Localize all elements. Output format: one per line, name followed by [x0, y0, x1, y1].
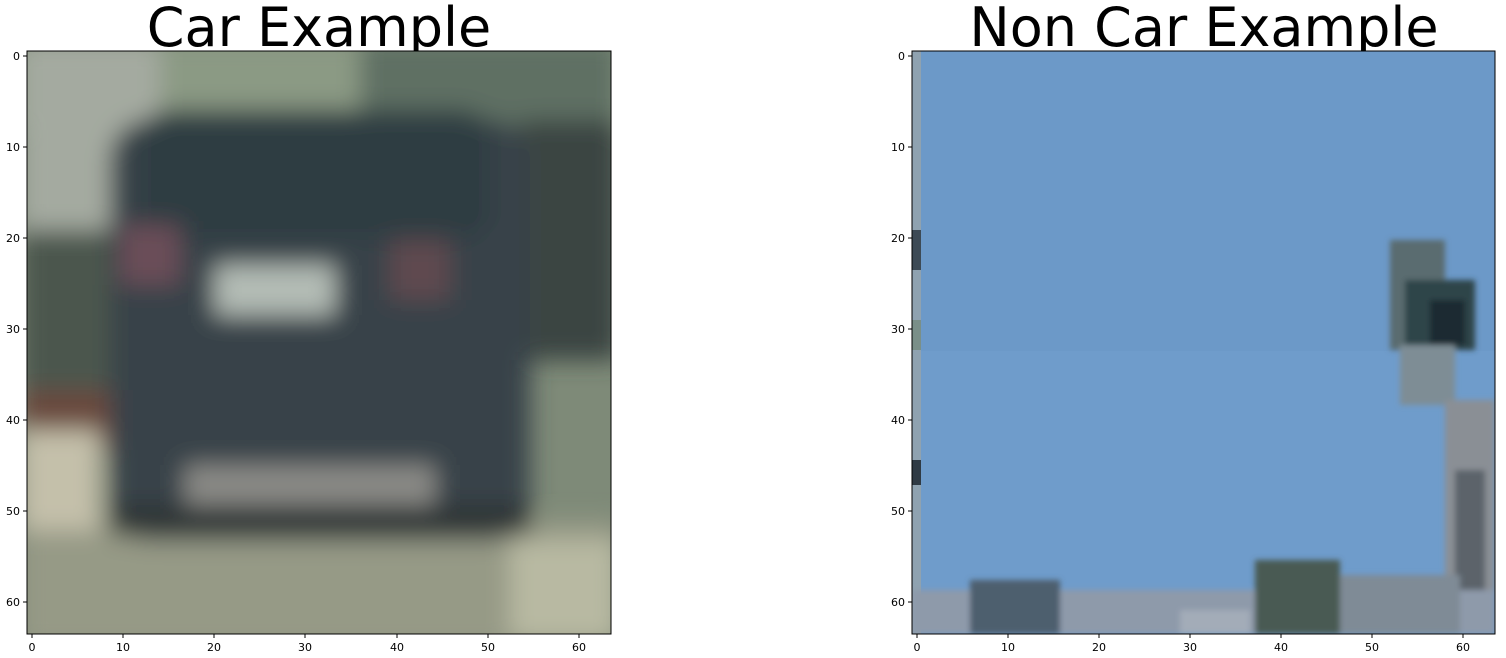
non-car-y-axis: 0 10 20 30 40 50 60	[891, 50, 912, 609]
car-y-axis: 0 10 20 30 40 50 60	[6, 50, 27, 609]
tick-label: 40	[891, 414, 905, 427]
tick-label: 60	[6, 596, 20, 609]
tick-label: 30	[891, 323, 905, 336]
tick-label: 20	[891, 232, 905, 245]
non-car-image	[912, 51, 1495, 634]
tick-label: 50	[481, 641, 495, 654]
non-car-image-frame	[911, 50, 1496, 635]
tick-label: 40	[390, 641, 404, 654]
tick-label: 60	[891, 596, 905, 609]
tick-label: 10	[6, 141, 20, 154]
tick-label: 0	[29, 641, 36, 654]
tick-label: 20	[1092, 641, 1106, 654]
non-car-example-title: Non Car Example	[969, 0, 1438, 59]
tick-label: 10	[1001, 641, 1015, 654]
car-example-panel: Car Example	[6, 0, 612, 654]
car-image	[27, 51, 611, 634]
tick-label: 0	[914, 641, 921, 654]
tick-label: 30	[1183, 641, 1197, 654]
non-car-example-panel: Non Car Example	[891, 0, 1496, 654]
tick-label: 10	[891, 141, 905, 154]
tick-label: 20	[6, 232, 20, 245]
car-x-axis: 0 10 20 30 40 50 60	[29, 634, 586, 654]
car-example-title: Car Example	[147, 0, 491, 59]
tick-label: 50	[891, 505, 905, 518]
tick-label: 20	[207, 641, 221, 654]
car-image-frame	[26, 50, 612, 635]
tick-label: 50	[6, 505, 20, 518]
tick-label: 60	[572, 641, 586, 654]
non-car-x-axis: 0 10 20 30 40 50 60	[914, 634, 1470, 654]
tick-label: 40	[1274, 641, 1288, 654]
tick-label: 10	[116, 641, 130, 654]
tick-label: 30	[6, 323, 20, 336]
tick-label: 50	[1365, 641, 1379, 654]
tick-label: 60	[1456, 641, 1470, 654]
tick-label: 40	[6, 414, 20, 427]
tick-label: 0	[13, 50, 20, 63]
tick-label: 0	[898, 50, 905, 63]
tick-label: 30	[298, 641, 312, 654]
